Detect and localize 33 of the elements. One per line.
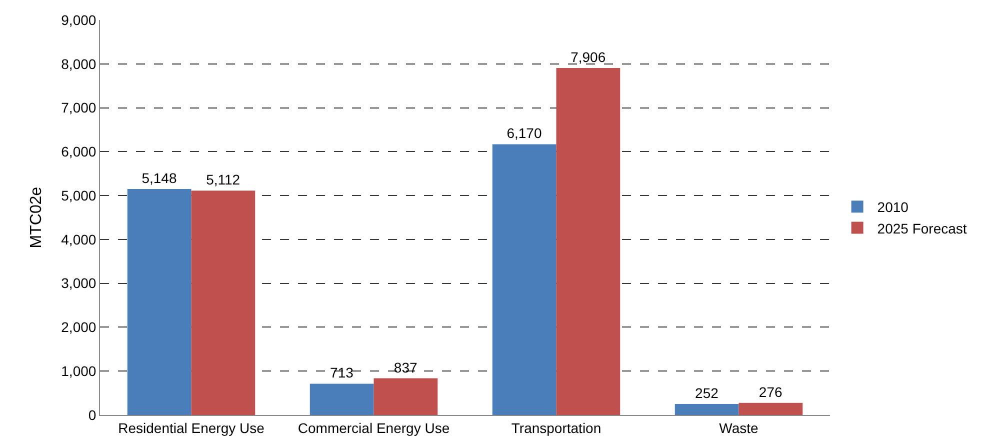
y-tick-label: 1,000 xyxy=(61,363,96,380)
data-label: 276 xyxy=(758,384,782,400)
bar xyxy=(374,378,438,415)
bar xyxy=(738,402,803,415)
data-label: 713 xyxy=(330,364,354,381)
x-tick-label: Residential Energy Use xyxy=(118,420,265,436)
data-label: 5,112 xyxy=(206,172,240,188)
bar xyxy=(191,190,256,415)
y-tick-label: 3,000 xyxy=(61,275,96,292)
y-tick-label: 4,000 xyxy=(61,231,96,248)
x-tick-label: Transportation xyxy=(511,420,602,436)
legend-label: 2025 Forecast xyxy=(877,220,967,236)
x-tick-label: Waste xyxy=(719,420,759,436)
data-label: 6,170 xyxy=(506,125,542,142)
data-label: 5,148 xyxy=(142,170,177,186)
y-tick-label: 6,000 xyxy=(61,144,96,160)
y-axis-title: MTC02e xyxy=(28,186,46,248)
bar xyxy=(492,144,556,415)
y-tick-label: 0 xyxy=(88,406,96,423)
legend-label: 2010 xyxy=(877,199,909,216)
y-tick-label: 2,000 xyxy=(61,319,96,336)
data-label: 7,906 xyxy=(570,49,606,66)
x-tick-label: Commercial Energy Use xyxy=(298,420,450,436)
y-tick-label: 9,000 xyxy=(61,12,96,28)
data-label: 837 xyxy=(394,359,418,376)
bar xyxy=(310,384,374,415)
data-label: 252 xyxy=(695,384,719,401)
bar xyxy=(127,189,192,415)
bar xyxy=(556,68,620,415)
bar xyxy=(674,404,739,415)
y-tick-label: 5,000 xyxy=(61,187,96,204)
y-tick-label: 7,000 xyxy=(61,100,96,116)
y-tick-label: 8,000 xyxy=(61,56,96,72)
